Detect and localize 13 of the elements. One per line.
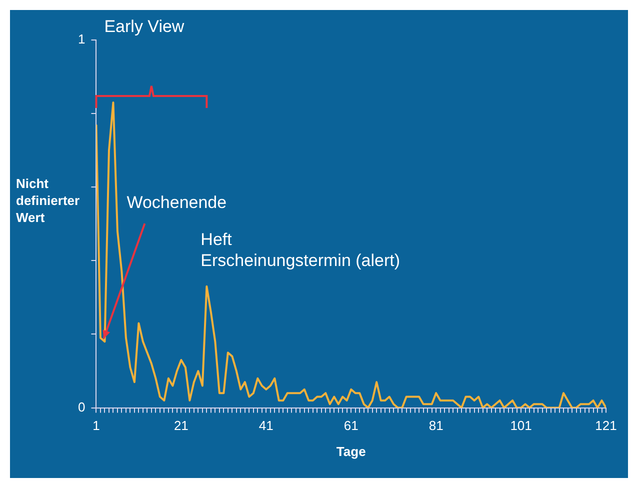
x-tick-label: 1 xyxy=(92,418,100,434)
x-tick-label: 101 xyxy=(510,418,532,434)
x-tick-label: 81 xyxy=(428,418,444,434)
x-tick-label: 21 xyxy=(174,418,188,434)
text: Early View xyxy=(104,16,184,37)
y-axis-title: Nicht definierter Wert xyxy=(16,175,81,226)
x-tick-label: 61 xyxy=(344,418,358,434)
x-tick-label: 121 xyxy=(595,418,617,434)
x-axis-title: Tage xyxy=(336,444,366,459)
annotation: Wochenende xyxy=(126,192,227,213)
y-tick-label: 0 xyxy=(78,399,86,414)
annotation: Heft Erscheinungstermin (alert) xyxy=(200,229,400,272)
x-tick-label: 41 xyxy=(258,418,274,434)
